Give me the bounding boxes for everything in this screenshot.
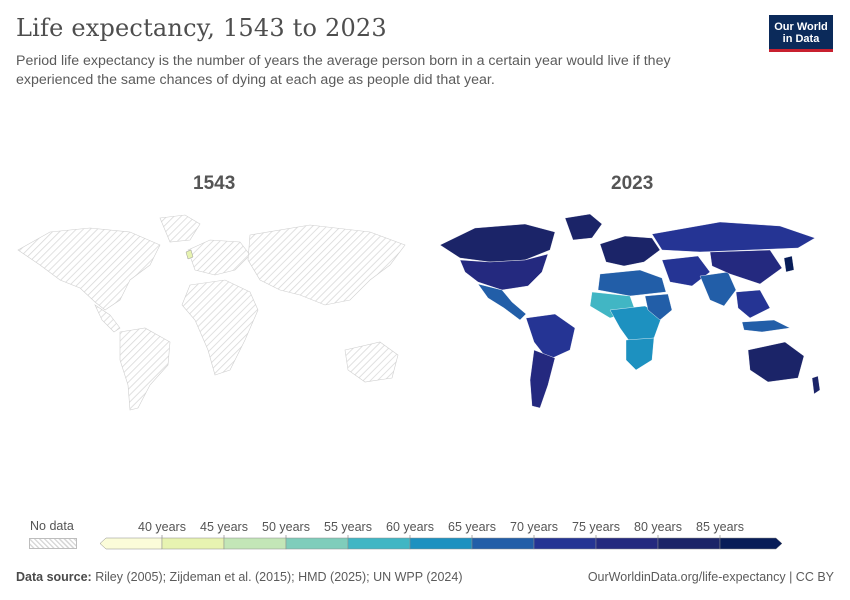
region-europe [599, 235, 661, 267]
world-map-2023[interactable] [430, 210, 840, 420]
region-indonesia [741, 319, 791, 333]
legend-bin-10[interactable] [719, 537, 783, 550]
legend-label-5: 60 years [386, 520, 434, 534]
region-middle-east [661, 255, 711, 287]
legend-bin-6[interactable] [471, 537, 535, 550]
legend-no-data-swatch[interactable] [29, 538, 77, 549]
legend-bin-0[interactable] [99, 537, 163, 550]
logo-line-1: Our World [774, 21, 828, 33]
logo-line-2: in Data [782, 33, 820, 45]
footer-source-label: Data source: [16, 570, 92, 584]
region-new-zealand [811, 375, 821, 395]
region-south-america-south [529, 349, 556, 409]
footer-source: Data source: Riley (2005); Zijdeman et a… [16, 570, 463, 584]
region-south-asia [699, 271, 737, 307]
region-russia [651, 221, 816, 253]
region-africa [181, 279, 259, 376]
legend-bin-3[interactable] [285, 537, 349, 550]
legend-bin-4[interactable] [347, 537, 411, 550]
region-usa [459, 253, 549, 291]
owid-logo[interactable]: Our World in Data [769, 15, 833, 52]
region-england-1543 [185, 249, 194, 260]
legend-label-7: 70 years [510, 520, 558, 534]
region-australia [344, 341, 399, 383]
legend-label-10: 85 years [696, 520, 744, 534]
region-asia [247, 224, 406, 306]
page-subtitle: Period life expectancy is the number of … [16, 53, 671, 88]
region-canada [439, 223, 556, 263]
region-greenland [159, 214, 201, 243]
legend-label-3: 50 years [262, 520, 310, 534]
page-title: Life expectancy, 1543 to 2023 [16, 14, 387, 42]
region-greenland [564, 213, 603, 241]
region-south-america [119, 327, 171, 411]
legend-bin-7[interactable] [533, 537, 597, 550]
region-central-america [94, 304, 121, 333]
footer-link[interactable]: OurWorldinData.org/life-expectancy | CC … [587, 570, 834, 584]
color-legend[interactable]: 40 years 45 years 50 years 55 years 60 years… [96, 518, 786, 554]
world-map-1543[interactable] [10, 210, 420, 420]
legend-label-8: 75 years [572, 520, 620, 534]
legend-no-data-label: No data [30, 519, 74, 533]
map-title-right: 2023 [611, 173, 654, 194]
region-north-america [17, 227, 161, 311]
legend-bin-9[interactable] [657, 537, 721, 550]
legend-bin-8[interactable] [595, 537, 659, 550]
region-australia [747, 341, 805, 383]
region-east-africa [644, 293, 673, 321]
legend-bin-5[interactable] [409, 537, 473, 550]
region-japan [783, 255, 795, 273]
footer-source-text: Riley (2005); Zijdeman et al. (2015); HM… [95, 570, 463, 584]
legend-bin-1[interactable] [161, 537, 225, 550]
region-southern-africa [625, 337, 655, 371]
map-title-left: 1543 [193, 173, 236, 194]
region-north-africa [597, 269, 667, 297]
legend-label-2: 45 years [200, 520, 248, 534]
legend-label-9: 80 years [634, 520, 682, 534]
region-mexico [477, 283, 527, 321]
legend-label-6: 65 years [448, 520, 496, 534]
legend-bin-2[interactable] [223, 537, 287, 550]
region-southeast-asia [735, 289, 771, 319]
region-east-asia [709, 249, 783, 285]
region-europe [187, 239, 251, 276]
legend-label-1: 40 years [138, 520, 186, 534]
legend-label-4: 55 years [324, 520, 372, 534]
region-south-america-north [525, 313, 576, 361]
